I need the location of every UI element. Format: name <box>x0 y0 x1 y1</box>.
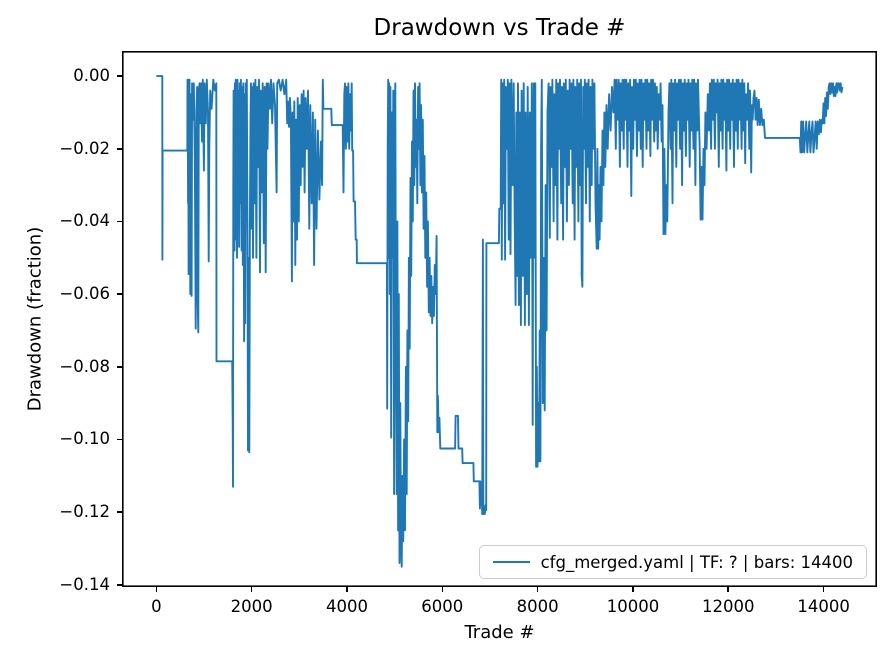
y-tick-mark <box>117 365 122 368</box>
legend: cfg_merged.yaml | TF: ? | bars: 14400 <box>478 545 867 579</box>
x-tick-mark <box>346 587 348 592</box>
y-tick-label: −0.10 <box>59 429 110 449</box>
x-tick-mark <box>536 587 539 592</box>
plot-area: cfg_merged.yaml | TF: ? | bars: 14400 <box>122 51 877 587</box>
drawdown-line <box>156 75 844 568</box>
y-tick-label: 0.00 <box>73 66 110 86</box>
axes-spines <box>122 51 877 587</box>
y-tick-mark <box>117 75 122 77</box>
y-tick-label: −0.14 <box>59 574 110 594</box>
y-tick-label: −0.06 <box>59 284 110 304</box>
y-axis-ticks: 0.00 −0.02 −0.04 −0.06 −0.08 −0.10 −0.12 −0.14 <box>0 51 122 594</box>
x-tick-mark <box>822 587 825 592</box>
x-axis-label: Trade # <box>464 622 535 643</box>
plot-canvas <box>122 51 877 587</box>
y-tick-mark <box>117 293 122 295</box>
x-axis-ticks: 0 2000 4000 6000 8000 10000 12000 14000 <box>122 587 877 623</box>
y-tick-label: −0.08 <box>59 356 110 376</box>
legend-label: cfg_merged.yaml | TF: ? | bars: 14400 <box>540 552 853 572</box>
x-tick-label: 4000 <box>325 597 368 616</box>
x-tick-label: 6000 <box>421 597 464 616</box>
y-tick-mark <box>117 584 122 586</box>
legend-line-sample <box>492 561 530 563</box>
chart-title: Drawdown vs Trade # <box>373 15 626 41</box>
y-tick-mark <box>117 220 122 223</box>
y-tick-label: −0.12 <box>59 502 110 522</box>
x-tick-mark <box>250 587 253 592</box>
x-tick-mark <box>727 587 730 592</box>
x-tick-mark <box>441 587 444 592</box>
x-tick-label: 0 <box>151 597 162 616</box>
y-tick-label: −0.02 <box>59 138 110 158</box>
y-tick-mark <box>117 147 122 150</box>
x-tick-mark <box>155 587 158 592</box>
x-tick-label: 12000 <box>702 597 755 616</box>
x-tick-label: 10000 <box>606 597 660 616</box>
x-tick-label: 14000 <box>797 597 850 616</box>
y-tick-label: −0.04 <box>59 211 110 231</box>
y-tick-mark <box>117 438 122 441</box>
x-tick-mark <box>632 587 634 592</box>
y-tick-mark <box>117 511 122 513</box>
x-tick-label: 2000 <box>230 597 273 616</box>
x-tick-label: 8000 <box>516 597 559 616</box>
